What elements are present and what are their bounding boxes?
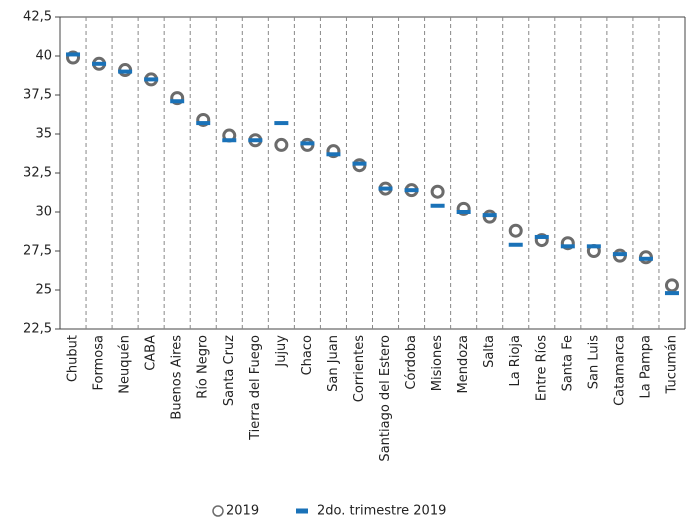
marker-circle [66,50,81,65]
x-tick-label: Buenos Aires [170,335,185,420]
legend-marker [212,505,224,517]
legend-marker [296,508,308,514]
x-tick-label: San Luis [586,335,601,389]
marker-dash [300,141,315,146]
marker-circle [274,137,289,152]
x-tick-label: San Juan [326,335,341,392]
marker-dash [378,186,393,191]
marker-circle [326,144,341,159]
x-tick-label: Jujuy [274,335,289,368]
x-tick-label: Río Negro [196,335,211,399]
x-tick-label: Catamarca [612,335,627,406]
marker-dash [170,99,185,104]
marker-dash [326,152,341,157]
marker-circle [430,184,445,199]
marker-dash [560,244,575,249]
marker-dash [664,291,679,296]
marker-dash [456,210,471,214]
y-tick-label: 27,5 [23,244,52,259]
marker-dash [612,252,627,257]
legend-label: 2do. trimestre 2019 [317,504,446,519]
y-tick-label: 40 [35,49,52,64]
x-tick-label: Tucumán [664,335,679,394]
marker-dash [248,138,263,143]
marker-dash [92,61,107,66]
marker-dash [352,161,367,166]
marker-dash [508,242,523,247]
marker-dash [534,234,549,239]
x-tick-label: Formosa [92,335,107,390]
marker-dash [144,77,159,82]
y-tick-label: 32,5 [23,166,52,181]
x-tick-label: La Pampa [638,335,653,398]
x-tick-label: Chaco [300,335,315,375]
x-tick-label: Salta [482,335,497,368]
marker-circle [456,201,471,216]
marker-dash [430,203,445,208]
x-tick-label: Mendoza [456,335,471,393]
y-tick-label: 25 [35,283,52,298]
x-tick-label: Santa Fe [560,335,575,391]
y-tick-label: 37,5 [23,88,52,103]
x-tick-label: Misiones [430,335,445,391]
legend-label: 2019 [226,504,259,519]
marker-circle [534,233,549,248]
y-tick-label: 22,5 [23,322,52,337]
y-tick-label: 35 [35,127,52,142]
marker-circle [196,112,211,127]
y-tick-label: 30 [35,205,52,220]
x-tick-label: Córdoba [404,335,419,390]
marker-dash [274,121,289,126]
marker-dash [638,256,653,261]
x-tick-label: Entre Ríos [534,335,549,401]
x-tick-label: CABA [144,335,159,371]
marker-circle [508,223,523,238]
x-tick-label: Santiago del Estero [378,335,393,462]
marker-dash [222,138,237,143]
marker-dash [118,69,133,74]
marker-dash [66,52,81,57]
x-tick-label: Corrientes [352,335,367,402]
marker-circle [664,278,679,293]
x-tick-label: Chubut [66,335,81,382]
x-tick-label: Neuquén [118,335,133,394]
marker-dash [482,213,497,218]
marker-circle [560,236,575,251]
y-tick-label: 42,5 [23,10,52,25]
x-tick-label: Tierra del Fuego [248,335,263,441]
x-tick-label: La Rioja [508,335,523,387]
marker-dash [586,244,601,249]
marker-circle [170,91,185,106]
x-tick-label: Santa Cruz [222,335,237,406]
marker-dash [196,121,211,126]
marker-dash [404,188,419,193]
